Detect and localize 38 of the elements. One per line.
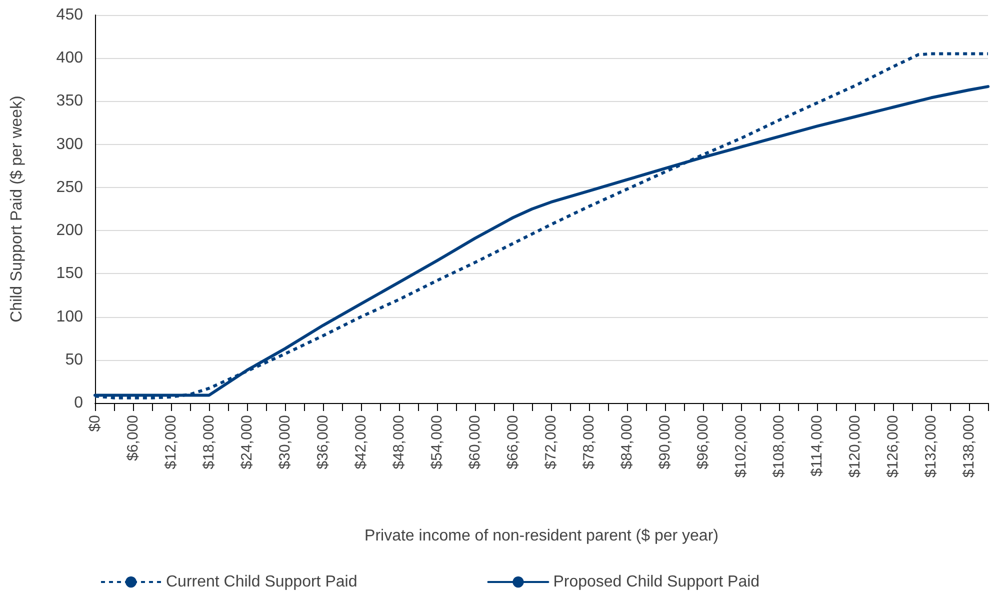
y-tick-label: 150 [56,265,84,282]
y-tick-label: 400 [56,50,84,67]
x-tick-label: $132,000 [922,415,940,478]
x-axis-title: Private income of non-resident parent ($ per year) [364,528,718,544]
x-tick-label: $66,000 [504,415,522,470]
x-tick-label: $54,000 [428,415,446,470]
x-tick-label: $84,000 [618,415,636,470]
y-tick-label: 250 [56,178,84,196]
x-tick-label: $114,000 [808,415,826,476]
x-tick-label: $18,000 [200,415,218,470]
x-tick-label: $96,000 [694,415,712,470]
y-tick-label: 0 [74,394,84,412]
legend-label: Current Child Support Paid [166,574,358,590]
x-tick-label: $48,000 [390,415,408,470]
y-tick-label: 200 [56,222,84,240]
x-tick-label: $60,000 [466,415,484,470]
x-tick-label: $120,000 [846,415,864,478]
x-tick-label: $78,000 [580,415,598,470]
y-tick-label: 50 [65,351,84,368]
y-tick-label: 450 [56,6,84,24]
x-tick-label: $102,000 [732,415,750,478]
x-tick-label: $108,000 [770,415,788,478]
x-tick-label: $0 [86,415,104,432]
x-tick-label: $42,000 [352,415,370,470]
y-tick-label: 100 [56,308,84,326]
x-tick-label: $126,000 [884,415,902,478]
x-tick-label: $12,000 [162,415,180,470]
x-tick-label: $30,000 [276,415,294,470]
x-tick-label: $138,000 [960,415,978,478]
x-tick-label: $36,000 [314,415,332,470]
x-tick-label: $24,000 [238,415,256,470]
x-tick-label: $90,000 [656,415,674,470]
legend-label: Proposed Child Support Paid [553,574,760,590]
x-tick-label: $6,000 [124,415,142,461]
y-tick-label: 350 [56,92,84,110]
x-tick-label: $72,000 [542,415,560,470]
y-axis-title: Child Support Paid ($ per week) [8,96,26,322]
y-tick-label: 300 [56,136,84,153]
